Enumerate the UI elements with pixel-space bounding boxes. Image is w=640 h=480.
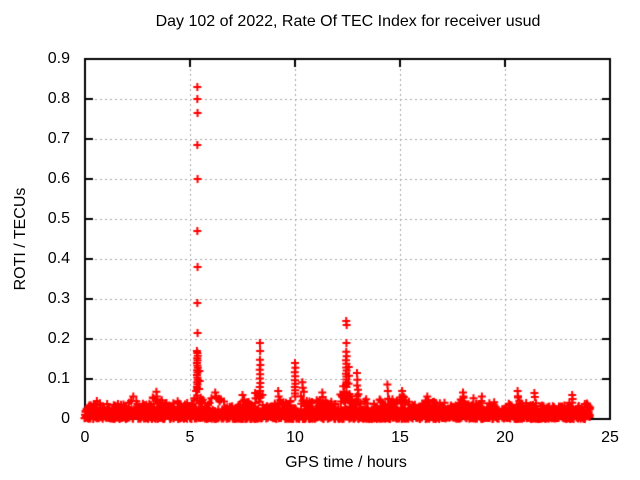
y-tick-label: 0.5 xyxy=(47,210,70,227)
x-tick-label: 25 xyxy=(601,429,619,446)
y-tick-label: 0.9 xyxy=(47,50,70,67)
y-tick-label: 0.8 xyxy=(47,90,70,107)
x-tick-label: 5 xyxy=(185,429,195,446)
y-tick-label: 0.3 xyxy=(47,290,70,307)
y-tick-label: 0.1 xyxy=(47,370,70,387)
y-axis-label: ROTI / TECUs xyxy=(12,187,29,291)
y-tick-label: 0.6 xyxy=(47,170,70,187)
y-tick-label: 0.7 xyxy=(47,130,70,147)
x-tick-label: 10 xyxy=(286,429,304,446)
x-tick-label: 0 xyxy=(80,429,90,446)
y-tick-label: 0.2 xyxy=(47,330,70,347)
y-tick-label: 0.4 xyxy=(47,250,70,267)
chart-title: Day 102 of 2022, Rate Of TEC Index for r… xyxy=(155,13,541,30)
x-axis-label: GPS time / hours xyxy=(285,454,407,471)
x-tick-label: 20 xyxy=(496,429,514,446)
y-tick-label: 0 xyxy=(61,410,70,427)
x-tick-label: 15 xyxy=(391,429,409,446)
